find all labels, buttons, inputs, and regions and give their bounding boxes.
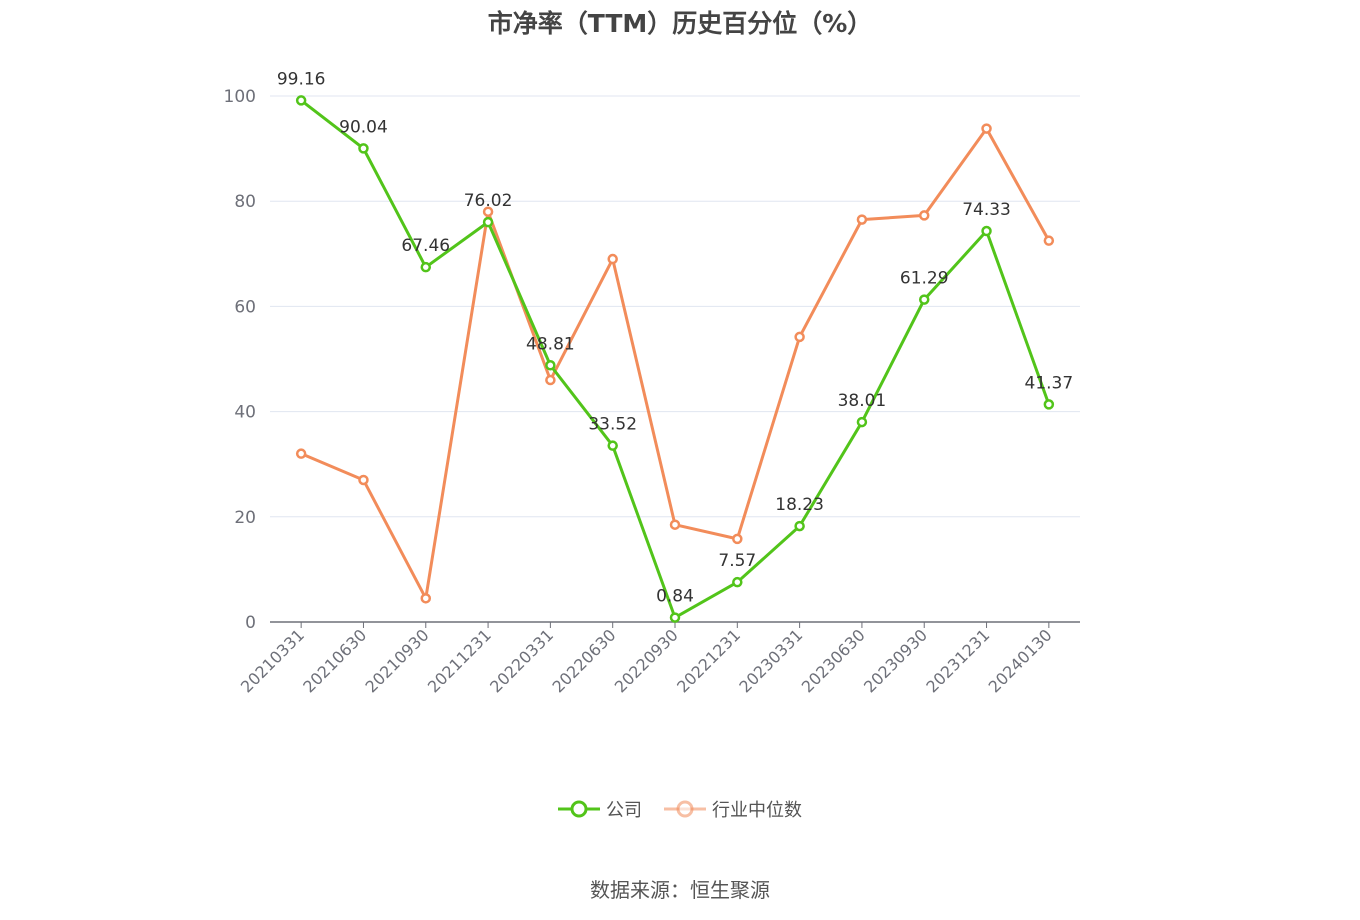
y-tick-label: 60 [234,297,256,317]
legend-label: 公司 [606,800,642,821]
data-point [732,533,743,545]
data-point [1043,235,1055,246]
data-point [856,214,868,225]
data-label: 48.81 [526,334,575,354]
data-label: 38.01 [838,391,887,411]
y-tick-label: 100 [224,87,256,107]
x-tick-label: 20230630 [798,625,869,696]
grid-lines [270,95,1080,518]
y-tick-label: 20 [234,508,256,528]
data-label: 74.33 [962,200,1011,220]
legend-line-circle-icon [558,800,600,818]
data-label: 76.02 [464,191,513,211]
y-tick-label: 40 [234,403,256,423]
data-point [669,612,681,623]
data-point [607,253,618,265]
x-tick-label: 20230930 [860,625,931,696]
x-tick-label: 20231231 [922,625,993,696]
data-point [607,440,618,451]
data-point [482,206,494,217]
data-point [981,225,992,237]
legend-label: 行业中位数 [712,800,802,821]
legend-line-circle-icon [664,800,706,818]
data-label: 7.57 [718,551,756,571]
x-tick-label: 20211231 [424,625,495,696]
data-point [794,520,805,532]
data-label: 18.23 [775,495,824,515]
data-label: 67.46 [401,236,450,256]
y-tick-label: 80 [234,192,256,212]
data-point [918,210,930,221]
data-point [545,360,556,371]
x-tick-label: 20230331 [735,625,806,696]
data-label: 99.16 [277,69,326,89]
x-tick-label: 20210630 [299,625,370,696]
x-tick-label: 20240130 [985,625,1056,696]
source-note: 数据来源：恒生聚源 [590,878,770,902]
data-point [794,331,805,343]
data-point [1043,399,1055,410]
line-chart: 0 20 40 60 80 100 2021033120210630202109302021… [224,69,1080,696]
x-tick-label: 20220331 [486,625,557,696]
data-labels: 99.16 90.04 67.46 76.02 48.81 33.52 0.84 7.57 18… [277,69,1073,606]
y-tick-label: 0 [245,613,256,633]
data-label: 90.04 [339,117,388,137]
x-tick-label: 20210930 [362,625,433,696]
series-line [300,99,1051,620]
data-point [482,216,494,228]
data-point [295,448,307,459]
x-tick-label: 20220930 [611,625,682,696]
data-point [918,294,930,305]
data-point [358,474,369,486]
data-point [420,261,432,273]
x-tick-label: 20220630 [549,625,620,696]
data-point [732,576,743,588]
series-lines [295,95,1055,623]
data-label: 61.29 [900,269,949,289]
data-point [420,593,432,604]
data-point [856,416,868,428]
data-point [295,95,307,106]
data-point [545,374,556,386]
data-label: 41.37 [1025,373,1074,393]
data-point [358,143,369,154]
x-tick-label: 20210331 [237,625,308,696]
data-label: 33.52 [588,415,637,435]
data-label: 0.84 [656,587,694,607]
legend-item[interactable]: 行业中位数 [664,796,802,822]
data-point [669,519,681,530]
x-tick-label: 20221231 [673,625,744,696]
legend-item[interactable]: 公司 [558,796,642,822]
chart-title: 市净率（TTM）历史百分位（%） [487,9,873,38]
legend: 公司 行业中位数 [0,796,1360,822]
data-point [981,123,992,134]
